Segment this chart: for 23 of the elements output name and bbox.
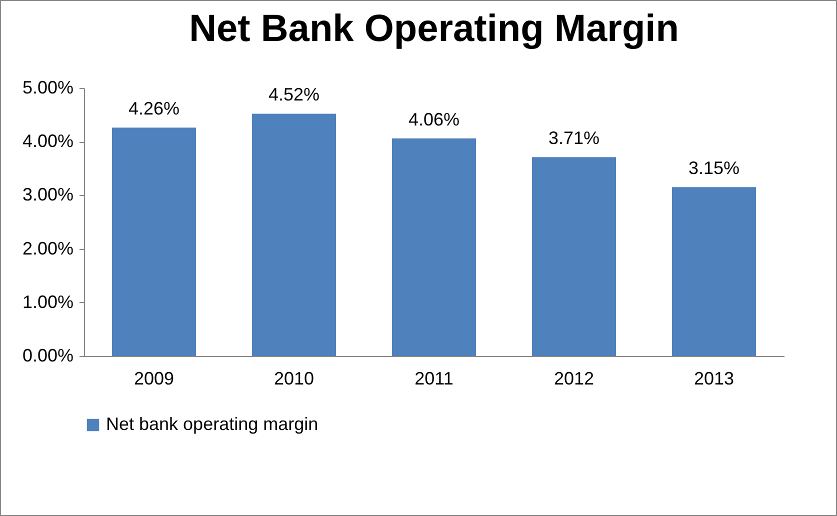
x-tick-label: 2009 (134, 368, 174, 388)
bar (112, 128, 196, 356)
bar (672, 187, 756, 356)
legend-label: Net bank operating margin (106, 414, 318, 434)
y-tick-label: 1.00% (22, 292, 74, 312)
data-label: 4.52% (268, 84, 320, 105)
chart-title: Net Bank Operating Margin (189, 8, 679, 50)
y-tick-label: 3.00% (22, 184, 74, 205)
x-tick-label: 2011 (414, 368, 454, 388)
y-tick-label: 0.00% (22, 346, 74, 366)
x-tick-label: 2010 (274, 368, 314, 388)
data-label: 3.15% (688, 158, 740, 178)
y-tick-label: 2.00% (22, 238, 74, 258)
bar (532, 157, 616, 356)
x-tick-label: 2012 (554, 368, 594, 388)
bar (392, 138, 476, 356)
y-tick-label: 5.00% (22, 78, 74, 98)
x-tick-label: 2013 (694, 368, 734, 388)
y-tick-label: 4.00% (22, 131, 74, 152)
data-label: 4.26% (128, 98, 180, 119)
bar (252, 114, 336, 356)
data-label: 4.06% (408, 109, 460, 130)
data-label: 3.71% (548, 128, 600, 148)
